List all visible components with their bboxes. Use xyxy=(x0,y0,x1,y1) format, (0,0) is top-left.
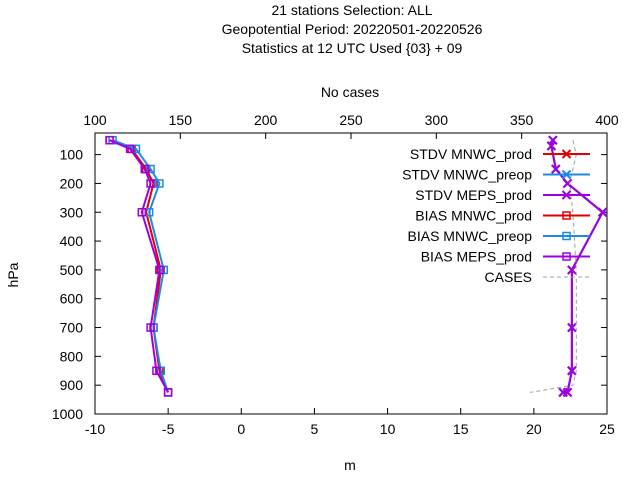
series-5 xyxy=(105,135,173,397)
x-tick-label: 20 xyxy=(526,421,542,437)
x-tick-label: 10 xyxy=(380,421,396,437)
x2-tick-label: 350 xyxy=(510,112,534,128)
legend-entry-label: STDV MNWC_preop xyxy=(402,167,532,183)
y-tick-label: 300 xyxy=(60,204,84,220)
x2-tick-label: 100 xyxy=(83,112,107,128)
data-point xyxy=(125,144,135,154)
y-tick-label: 100 xyxy=(60,147,84,163)
data-point xyxy=(551,164,561,174)
x-tick-label: -10 xyxy=(85,421,105,437)
x2-tick-label: 400 xyxy=(595,112,619,128)
data-point xyxy=(546,141,557,151)
legend-entry-marker xyxy=(561,190,572,200)
legend-entry-marker xyxy=(562,252,571,261)
data-point xyxy=(140,164,149,174)
series-line xyxy=(550,139,604,394)
x-tick-label: 25 xyxy=(599,421,615,437)
data-point xyxy=(155,265,164,275)
axis-ticks: -10 -5 0 5 10 15 20 25 100 150 200 250 300 350 400 100 2… xyxy=(52,112,619,437)
data-point xyxy=(105,135,114,145)
y-tick-label: 700 xyxy=(60,320,84,336)
data-point xyxy=(146,164,155,174)
x-tick-label: 0 xyxy=(237,421,245,437)
legend-entry-marker xyxy=(561,169,572,180)
series-2 xyxy=(546,135,608,398)
data-point xyxy=(567,265,577,275)
title-line-1: 21 stations Selection: ALL xyxy=(271,2,432,18)
legend-entry-label: BIAS MNWC_prod xyxy=(415,208,532,224)
data-point xyxy=(152,366,161,376)
y-tick-label: 400 xyxy=(60,233,84,249)
y-tick-label: 500 xyxy=(60,262,84,278)
data-point xyxy=(155,179,164,188)
y-tick-label: 200 xyxy=(60,175,84,191)
y-axis-label: hPa xyxy=(5,262,21,287)
x2-axis-label: No cases xyxy=(321,84,379,100)
legend-entry-marker xyxy=(562,211,571,220)
x2-tick-label: 250 xyxy=(339,112,363,128)
x-tick-label: 15 xyxy=(453,421,469,437)
legend: STDV MNWC_prod STDV MNWC_preop STDV MEPS_p… xyxy=(402,146,590,285)
legend-entry-label: STDV MNWC_prod xyxy=(410,146,532,162)
y-tick-label: 800 xyxy=(60,348,84,364)
series-layer xyxy=(105,135,608,398)
legend-entry-label: BIAS MNWC_preop xyxy=(408,228,533,244)
data-point xyxy=(567,366,577,376)
y-tick-label: 900 xyxy=(60,377,84,393)
x-axis-label: m xyxy=(344,457,356,473)
series-line xyxy=(550,139,604,394)
series-line xyxy=(109,139,169,393)
series-line xyxy=(530,140,577,393)
data-point xyxy=(567,322,577,333)
data-point xyxy=(146,323,155,332)
title-line-2: Geopotential Period: 20220501-20220526 xyxy=(222,21,483,37)
data-point xyxy=(558,387,568,398)
series-line xyxy=(550,139,604,394)
legend-entry-label: BIAS MEPS_prod xyxy=(421,249,532,265)
data-point xyxy=(131,144,141,154)
legend-entry-label: STDV MEPS_prod xyxy=(415,187,532,203)
x2-tick-label: 300 xyxy=(425,112,449,128)
series-6 xyxy=(530,140,577,393)
y-tick-label: 1000 xyxy=(52,406,83,422)
x2-tick-label: 150 xyxy=(169,112,193,128)
legend-entry-marker xyxy=(562,231,571,241)
series-line xyxy=(112,139,170,393)
x-tick-label: 5 xyxy=(311,421,319,437)
chart-title: 21 stations Selection: ALL Geopotential … xyxy=(222,2,483,56)
data-point xyxy=(137,208,147,217)
x2-tick-label: 200 xyxy=(254,112,278,128)
legend-entry-label: CASES xyxy=(485,269,532,285)
data-point xyxy=(163,388,173,397)
y-tick-label: 600 xyxy=(60,291,84,307)
data-point xyxy=(146,179,155,188)
title-line-3: Statistics at 12 UTC Used {03} + 09 xyxy=(242,40,463,56)
data-point xyxy=(562,178,573,189)
x-tick-label: -5 xyxy=(162,421,175,437)
legend-entry-marker xyxy=(561,149,572,159)
data-point xyxy=(597,207,608,217)
